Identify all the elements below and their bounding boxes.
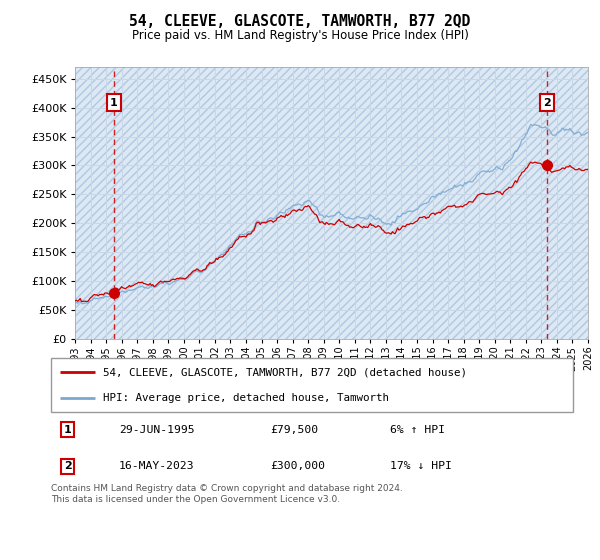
Text: £79,500: £79,500	[270, 425, 319, 435]
Text: 16-MAY-2023: 16-MAY-2023	[119, 461, 194, 472]
Text: 29-JUN-1995: 29-JUN-1995	[119, 425, 194, 435]
Text: HPI: Average price, detached house, Tamworth: HPI: Average price, detached house, Tamw…	[103, 393, 389, 403]
Text: 6% ↑ HPI: 6% ↑ HPI	[391, 425, 445, 435]
Text: 2: 2	[543, 97, 551, 108]
Text: 54, CLEEVE, GLASCOTE, TAMWORTH, B77 2QD: 54, CLEEVE, GLASCOTE, TAMWORTH, B77 2QD	[130, 14, 470, 29]
Text: Price paid vs. HM Land Registry's House Price Index (HPI): Price paid vs. HM Land Registry's House …	[131, 29, 469, 42]
Text: 2: 2	[64, 461, 71, 472]
Text: 17% ↓ HPI: 17% ↓ HPI	[391, 461, 452, 472]
Text: 54, CLEEVE, GLASCOTE, TAMWORTH, B77 2QD (detached house): 54, CLEEVE, GLASCOTE, TAMWORTH, B77 2QD …	[103, 367, 467, 377]
Text: 1: 1	[64, 425, 71, 435]
Text: £300,000: £300,000	[270, 461, 325, 472]
Text: 1: 1	[110, 97, 118, 108]
FancyBboxPatch shape	[51, 358, 573, 412]
Text: Contains HM Land Registry data © Crown copyright and database right 2024.
This d: Contains HM Land Registry data © Crown c…	[51, 484, 403, 504]
